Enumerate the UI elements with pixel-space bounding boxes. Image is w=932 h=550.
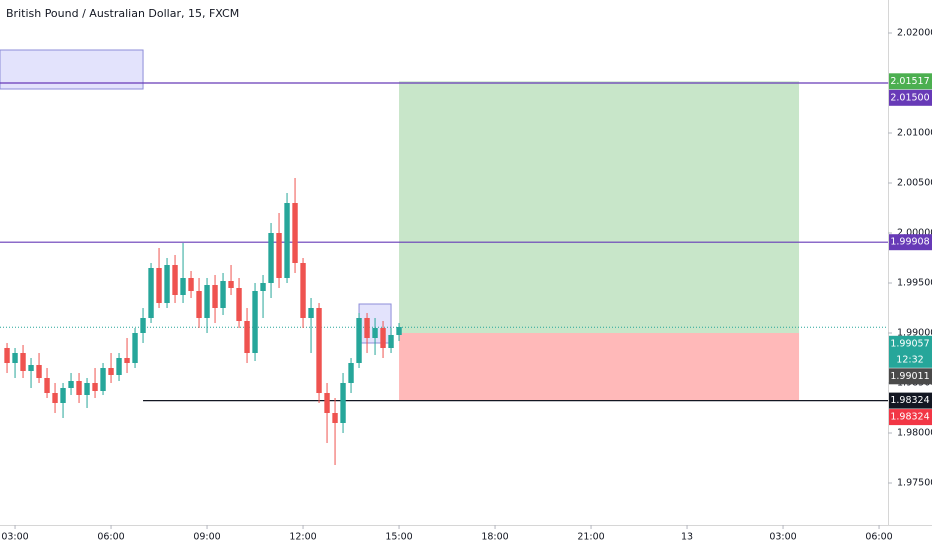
candle-body — [284, 203, 290, 278]
candle-body — [372, 328, 378, 338]
candle-body — [324, 393, 330, 413]
y-tick-label: 2.00500 — [897, 178, 932, 189]
candle-body — [292, 203, 298, 263]
y-tick-label: 1.98000 — [897, 428, 932, 439]
candle-body — [268, 233, 274, 283]
candle-body — [76, 381, 82, 395]
candle-body — [364, 318, 370, 338]
candle-body — [204, 285, 210, 318]
x-tick-label: 13 — [681, 532, 693, 543]
candle-body — [148, 268, 154, 318]
price-tag-label: 1.99057 — [890, 338, 929, 349]
candle-body — [92, 383, 98, 391]
x-tick-label: 21:00 — [577, 532, 604, 543]
x-tick-label: 15:00 — [385, 532, 412, 543]
price-tag-box — [889, 392, 932, 409]
candle-body — [196, 291, 202, 318]
candle-body — [172, 265, 178, 295]
candle-body — [348, 363, 354, 383]
x-tick-label: 06:00 — [97, 532, 124, 543]
time-axis — [0, 526, 932, 550]
candle-body — [188, 278, 194, 291]
candle-body — [84, 383, 90, 395]
candle-body — [212, 285, 218, 308]
price-tag-box — [889, 234, 932, 251]
candle-body — [300, 263, 306, 318]
candle-body — [220, 281, 226, 308]
y-tick-label: 2.01000 — [897, 128, 932, 139]
candle-body — [356, 318, 362, 363]
x-tick-label: 03:00 — [1, 532, 28, 543]
candle-body — [380, 328, 386, 348]
profit-zone — [399, 81, 800, 333]
y-tick-label: 1.99500 — [897, 278, 932, 289]
candle-body — [252, 291, 258, 353]
candle-body — [52, 393, 58, 403]
candle-body — [4, 348, 10, 363]
candle-body — [332, 413, 338, 423]
candle-body — [100, 368, 106, 391]
price-tag-label: 1.99011 — [890, 371, 929, 382]
price-tag: 2.01517 — [889, 73, 932, 90]
candle-body — [68, 381, 74, 388]
candle-body — [116, 358, 122, 375]
x-tick-label: 06:00 — [865, 532, 892, 543]
candle-body — [140, 318, 146, 333]
y-tick-label: 1.97500 — [897, 478, 932, 489]
price-tag-box — [889, 73, 932, 90]
candle-body — [388, 335, 394, 348]
price-tag: 1.99011 — [889, 368, 932, 385]
candle-body — [124, 358, 130, 363]
candle-body — [164, 265, 170, 303]
candle-body — [308, 308, 314, 318]
candle-body — [28, 365, 34, 371]
candle-body — [132, 333, 138, 363]
candle-body — [44, 378, 50, 393]
candle-body — [236, 288, 242, 321]
chart-title: British Pound / Australian Dollar, 15, F… — [6, 7, 239, 20]
candle-body — [340, 383, 346, 423]
y-tick-label: 2.00000 — [897, 228, 932, 239]
y-tick-label: 1.99000 — [897, 328, 932, 339]
candle-body — [20, 353, 26, 371]
price-tag-box — [889, 335, 932, 368]
candle-body — [276, 233, 282, 278]
candle-body — [244, 321, 250, 353]
price-tag: 2.01500 — [889, 89, 932, 106]
price-tag-box — [889, 409, 932, 426]
x-tick-label: 12:00 — [289, 532, 316, 543]
price-tag-label: 1.99908 — [890, 237, 929, 248]
candle-body — [60, 388, 66, 403]
loss-zone — [399, 333, 800, 401]
price-tag: 1.98324 — [889, 409, 932, 426]
candle-body — [156, 268, 162, 303]
price-tag-label: 1.98324 — [890, 395, 929, 406]
candle-body — [260, 283, 266, 291]
price-tag-label: 1.98324 — [890, 412, 929, 423]
price-tag: 1.98324 — [889, 392, 932, 409]
candle-body — [36, 365, 42, 378]
x-tick-label: 09:00 — [193, 532, 220, 543]
candle-body — [12, 353, 18, 363]
price-tag-box — [889, 368, 932, 385]
price-tag-label: 12:32 — [896, 354, 923, 365]
price-tag-box — [889, 89, 932, 106]
x-tick-label: 18:00 — [481, 532, 508, 543]
price-tag: 12:32 1.99057 — [889, 335, 932, 368]
price-tag-label: 2.01517 — [890, 76, 929, 87]
candle-body — [316, 308, 322, 393]
candle-body — [396, 327, 402, 335]
price-tag-label: 2.01500 — [890, 92, 929, 103]
x-tick-label: 03:00 — [769, 532, 796, 543]
candle-body — [180, 278, 186, 295]
candle-body — [108, 368, 114, 375]
candle-body — [228, 281, 234, 288]
price-tag: 1.99908 — [889, 234, 932, 251]
